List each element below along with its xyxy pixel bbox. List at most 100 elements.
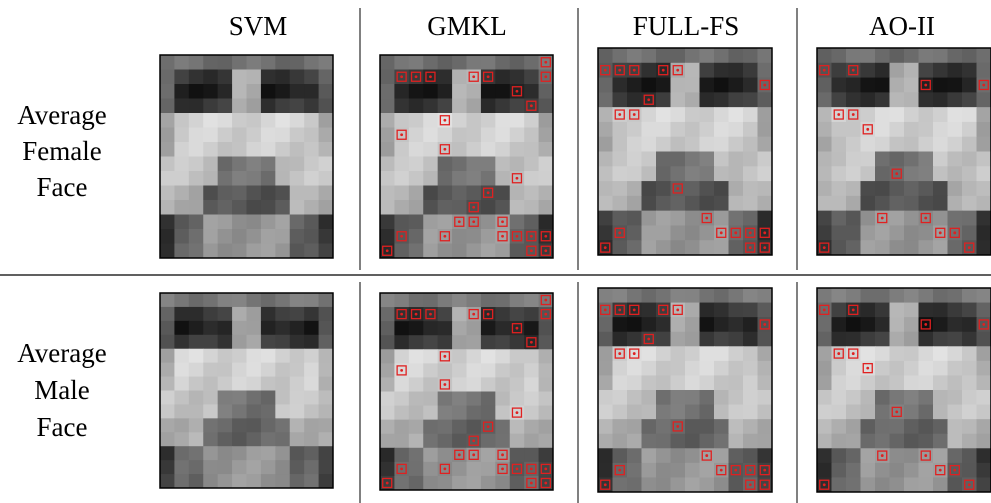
feature-marker-dot [676,69,679,72]
face-pixel [743,166,758,181]
feature-marker-dot [895,172,898,175]
face-pixel [642,181,657,196]
face-pixel [962,48,977,63]
column-header: FULL-FS [633,11,740,41]
face-pixel [290,349,305,363]
face-pixel [714,332,729,347]
face-pixel [467,349,482,364]
face-pixel [261,293,276,307]
face-pixel [380,377,395,392]
face-pixel [232,446,247,460]
face-pixel [729,63,744,78]
feature-marker-dot [633,113,636,116]
row-label: Face [37,412,88,442]
face-pixel [394,293,409,308]
face-pixel [423,142,438,157]
face-pixel [232,293,247,307]
feature-marker-dot [443,235,446,238]
face-pixel [481,128,496,143]
face-pixel [613,240,628,255]
face-pixel [524,293,539,308]
face-pixel [846,477,861,492]
face-pixel [729,240,744,255]
face-pixel [685,152,700,167]
face-pixel [189,70,204,85]
face-pixel [743,196,758,211]
face-pixel [189,142,204,157]
face-pixel [495,406,510,421]
face-pixel [232,418,247,432]
face-pixel [304,215,319,230]
column-header: SVM [229,11,288,41]
face-pixel [481,200,496,215]
face-pixel [539,349,554,364]
face-pixel [275,215,290,230]
face-pixel [700,332,715,347]
face-pixel [452,157,467,172]
face-pixel [423,448,438,463]
face-pixel [714,152,729,167]
face-pixel [714,107,729,122]
face-pixel [174,293,189,307]
feature-marker-dot [734,469,737,472]
face-pixel [409,128,424,143]
feature-marker-dot [647,338,650,341]
face-pixel [467,84,482,99]
face-pixel [743,48,758,63]
face-pixel [304,157,319,172]
face-pixel [875,375,890,390]
face-pixel [304,460,319,474]
face-pixel [714,303,729,318]
face-pixel [656,390,671,405]
feature-marker-dot [662,69,665,72]
face-pixel [438,244,453,259]
face-pixel [714,390,729,405]
face-pixel [174,244,189,259]
face-pixel [380,321,395,336]
face-pixel [423,321,438,336]
face-pixel [438,434,453,449]
face-pixel [642,225,657,240]
face-pixel [875,181,890,196]
face-pixel [524,200,539,215]
face-pixel [290,293,305,307]
face-pixel [304,55,319,70]
face-pixel [613,78,628,93]
face-pixel [467,171,482,186]
feature-marker-dot [618,469,621,472]
face-pixel [247,229,262,244]
face-pixel [275,321,290,335]
face-pixel [510,349,525,364]
feature-marker-dot [881,217,884,220]
face-pixel [203,474,218,488]
face-pixel [261,307,276,321]
face-pixel [275,229,290,244]
feature-marker-dot [472,313,475,316]
face-pixel [481,142,496,157]
face-pixel [890,78,905,93]
face-pixel [685,419,700,434]
face-pixel [714,419,729,434]
face-pixel [861,332,876,347]
face-pixel [495,476,510,491]
face-pixel [743,405,758,420]
face-pixel [933,166,948,181]
face-pixel [919,419,934,434]
feature-marker-dot [516,177,519,180]
face-pixel [524,392,539,407]
face-pixel [743,107,758,122]
face-pixel [423,392,438,407]
face-pixel [495,349,510,364]
face-pixel [524,215,539,230]
face-pixel [524,321,539,336]
feature-marker-dot [516,411,519,414]
face-pixel [247,55,262,70]
face-pixel [539,171,554,186]
face-pixel [232,215,247,230]
face-pixel [598,317,613,332]
face-pixel [203,460,218,474]
face-pixel [904,346,919,361]
face-pixel [380,293,395,308]
face-pixel [495,171,510,186]
face-pixel [904,137,919,152]
